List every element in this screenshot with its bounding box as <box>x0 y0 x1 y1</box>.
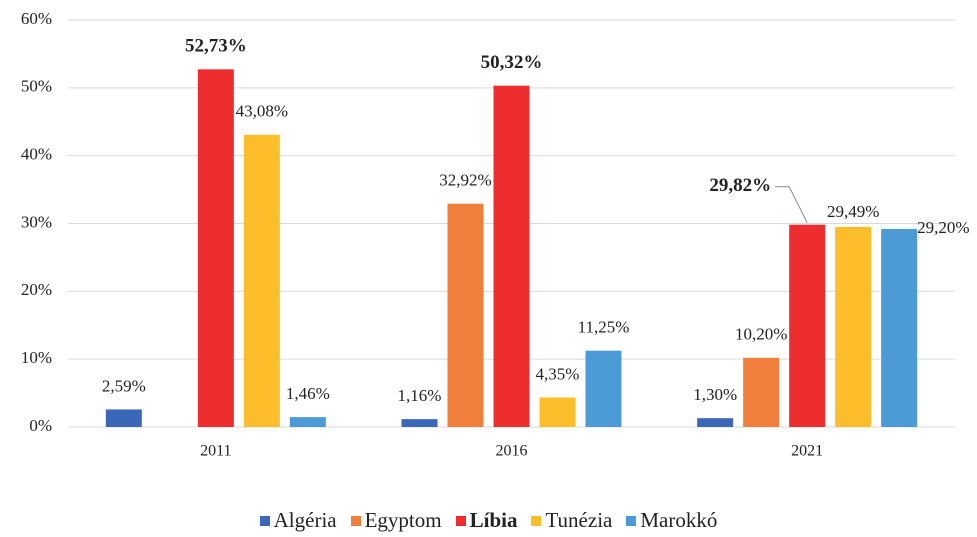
y-tick-label: 30% <box>21 212 52 231</box>
legend-swatch <box>259 515 270 526</box>
data-label: 4,35% <box>536 364 580 383</box>
legend-label: Egyptom <box>364 508 442 532</box>
data-label: 32,92% <box>439 171 491 190</box>
legend-item: Líbia <box>455 508 518 533</box>
y-tick-label: 60% <box>21 9 52 28</box>
data-label: 50,32% <box>481 52 543 73</box>
legend-item: Egyptom <box>350 508 442 533</box>
legend-swatch <box>455 515 466 526</box>
bar <box>401 419 438 427</box>
bar <box>539 397 576 427</box>
data-label: 2,59% <box>102 376 146 395</box>
legend-swatch <box>350 515 361 526</box>
legend-item: Algéria <box>259 508 337 533</box>
y-tick-label: 10% <box>21 348 52 367</box>
bar <box>743 357 780 427</box>
x-tick-label: 2016 <box>496 443 528 460</box>
data-label: 11,25% <box>578 318 630 337</box>
y-tick-label: 40% <box>21 145 52 164</box>
bar <box>197 69 234 428</box>
bar <box>881 228 918 427</box>
legend: Algéria Egyptom Líbia Tunézia Marokkó <box>0 508 977 533</box>
bar <box>105 409 142 427</box>
bar <box>835 226 872 427</box>
bar <box>243 134 280 428</box>
legend-label: Marokkó <box>640 508 718 532</box>
y-tick-label: 50% <box>21 77 52 96</box>
legend-swatch <box>626 515 637 526</box>
x-tick-label: 2011 <box>200 443 231 460</box>
bar <box>585 350 622 427</box>
x-tick-label: 2021 <box>791 443 823 460</box>
data-label: 1,46% <box>286 384 330 403</box>
y-tick-label: 20% <box>21 280 52 299</box>
bar <box>447 203 484 427</box>
data-label: 43,08% <box>236 102 288 121</box>
legend-swatch <box>531 515 542 526</box>
data-label: 1,30% <box>693 385 737 404</box>
bar <box>697 418 734 427</box>
legend-item: Tunézia <box>531 508 612 533</box>
legend-item: Marokkó <box>626 508 717 533</box>
legend-label: Tunézia <box>545 508 613 532</box>
bar <box>289 417 326 427</box>
data-label: 52,73% <box>185 36 247 57</box>
legend-label: Algéria <box>273 508 337 532</box>
data-label: 1,16% <box>398 386 442 405</box>
chart: 0% 10% 20% 30% 40% 50% 60% 2011 2,59% 52,73% 43,08… <box>21 9 970 460</box>
bar <box>493 85 530 428</box>
bar <box>789 224 826 427</box>
leader-line <box>775 186 808 223</box>
y-tick-label: 0% <box>29 416 52 435</box>
legend-label: Líbia <box>469 508 518 532</box>
data-label: 29,20% <box>917 218 969 237</box>
data-label: 10,20% <box>735 325 787 344</box>
data-label: 29,82% <box>709 175 771 196</box>
data-label: 29,49% <box>827 202 879 221</box>
